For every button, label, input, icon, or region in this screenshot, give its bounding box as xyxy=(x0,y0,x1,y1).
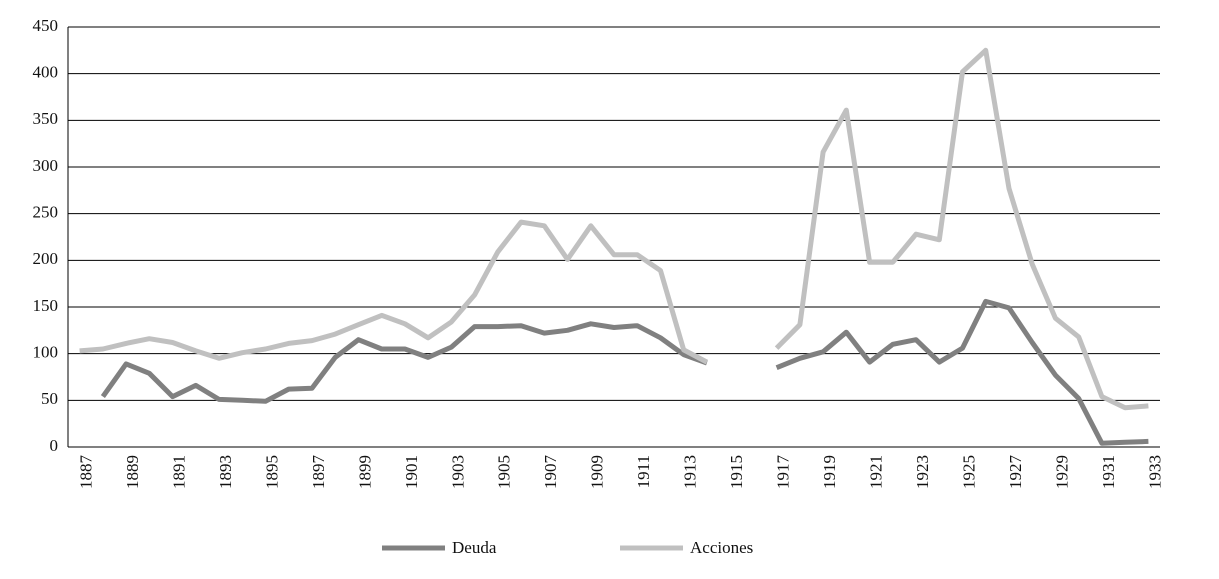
series-line xyxy=(100,321,708,404)
series-line xyxy=(774,47,1149,411)
y-tick-label: 200 xyxy=(33,249,59,268)
y-tick-label: 400 xyxy=(33,63,59,82)
x-tick-label: 1897 xyxy=(309,455,328,490)
x-tick-label: 1887 xyxy=(77,455,96,490)
x-tick-label: 1909 xyxy=(588,455,607,489)
x-tick-label: 1907 xyxy=(541,455,560,490)
x-tick-label: 1929 xyxy=(1052,455,1071,489)
y-tick-label: 50 xyxy=(41,389,58,408)
x-tick-label: 1911 xyxy=(634,455,653,488)
y-tick-label: 100 xyxy=(33,343,59,362)
y-tick-label: 450 xyxy=(33,16,59,35)
x-tick-label: 1895 xyxy=(262,455,281,489)
x-tick-label: 1903 xyxy=(448,455,467,489)
x-tick-label: 1901 xyxy=(402,455,421,489)
y-tick-label: 250 xyxy=(33,203,59,222)
series-line xyxy=(79,219,709,365)
x-tick-label: 1899 xyxy=(355,455,374,489)
x-tick-label: 1893 xyxy=(216,455,235,489)
x-tick-label: 1905 xyxy=(495,455,514,489)
series-line xyxy=(775,298,1149,446)
x-tick-label: 1931 xyxy=(1099,455,1118,489)
x-tick-label: 1913 xyxy=(681,455,700,489)
x-tick-label: 1925 xyxy=(959,455,978,489)
x-tick-label: 1889 xyxy=(123,455,142,489)
y-tick-label: 350 xyxy=(33,109,59,128)
x-tick-label: 1921 xyxy=(866,455,885,489)
legend-label: Deuda xyxy=(452,538,497,557)
legend-label: Acciones xyxy=(690,538,753,557)
x-tick-label: 1923 xyxy=(913,455,932,489)
y-tick-label: 150 xyxy=(33,296,59,315)
y-tick-label: 300 xyxy=(33,156,59,175)
x-tick-label: 1927 xyxy=(1006,455,1025,490)
x-tick-label: 1891 xyxy=(169,455,188,489)
x-tick-label: 1917 xyxy=(774,455,793,490)
x-tick-label: 1915 xyxy=(727,455,746,489)
x-tick-label: 1933 xyxy=(1145,455,1164,489)
x-tick-label: 1919 xyxy=(820,455,839,489)
y-tick-label: 0 xyxy=(50,436,59,455)
